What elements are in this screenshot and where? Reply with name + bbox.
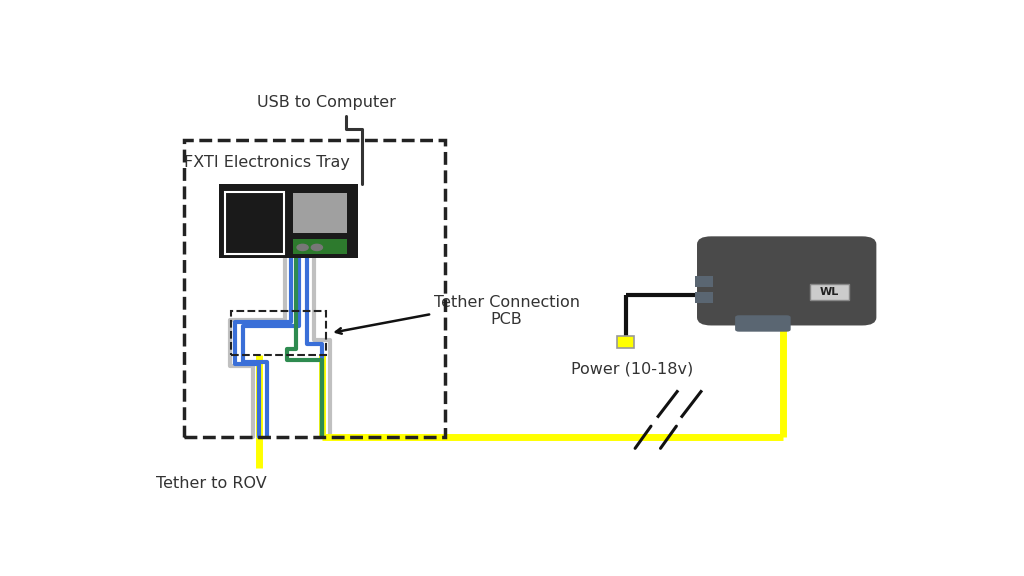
Bar	[293, 240, 347, 254]
FancyBboxPatch shape	[735, 315, 791, 332]
FancyBboxPatch shape	[811, 284, 849, 300]
FancyBboxPatch shape	[697, 236, 877, 325]
Bar	[616, 336, 634, 348]
Text: USB to Computer: USB to Computer	[257, 95, 396, 110]
Text: Power (10-18v): Power (10-18v)	[570, 362, 693, 377]
Circle shape	[311, 244, 323, 251]
Bar	[293, 194, 347, 233]
Bar	[219, 184, 358, 257]
Text: Tether to ROV: Tether to ROV	[156, 476, 266, 491]
Bar	[225, 192, 285, 254]
Circle shape	[297, 244, 308, 251]
Text: Tether Connection
PCB: Tether Connection PCB	[433, 295, 580, 327]
Bar	[695, 292, 713, 304]
Bar	[231, 311, 327, 355]
Bar	[695, 276, 713, 287]
Text: WL: WL	[820, 287, 839, 297]
Text: FXTI Electronics Tray: FXTI Electronics Tray	[184, 155, 350, 170]
Bar	[183, 140, 445, 437]
